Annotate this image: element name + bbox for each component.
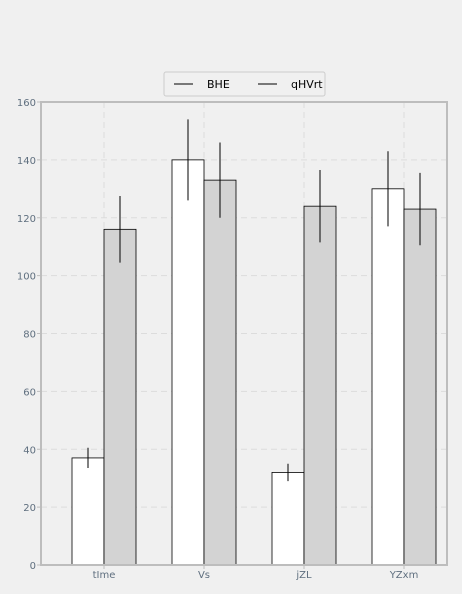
legend-label-qhvrt: qHVrt: [291, 78, 323, 91]
y-tick-label: 60: [23, 387, 36, 398]
bars: [71, 159, 437, 566]
x-tick-label: Vs: [198, 570, 210, 581]
legend-label-bhe: BHE: [207, 78, 230, 91]
bar-bhe-vs: [171, 159, 205, 566]
y-axis-ticks: 0 20 40 60 80 100 120 140 160: [17, 98, 41, 572]
bar-qhvrt-vs: [203, 179, 237, 566]
y-tick-label: 0: [30, 561, 36, 572]
y-tick-label: 20: [23, 503, 36, 514]
bar-bhe-time: [71, 457, 105, 566]
legend: BHE qHVrt: [163, 71, 326, 97]
bar-qhvrt-yzxm: [403, 208, 437, 566]
bar-qhvrt-jzl: [303, 205, 337, 566]
y-tick-label: 100: [17, 272, 36, 283]
bar-qhvrt-time: [103, 228, 137, 566]
bar-bhe-jzl: [271, 471, 305, 566]
y-tick-label: 120: [17, 214, 36, 225]
y-tick-label: 140: [17, 156, 36, 167]
x-tick-label: tIme: [93, 570, 116, 581]
bar-bhe-yzxm: [371, 188, 405, 566]
error-bars: [87, 119, 421, 482]
x-tick-label: YZxm: [389, 570, 419, 581]
x-axis-ticks: tIme Vs jZL YZxm: [93, 565, 419, 581]
y-tick-label: 160: [17, 98, 36, 109]
y-tick-label: 80: [23, 330, 36, 341]
y-tick-label: 40: [23, 445, 36, 456]
legend-box: [163, 71, 326, 97]
x-tick-label: jZL: [295, 570, 312, 581]
